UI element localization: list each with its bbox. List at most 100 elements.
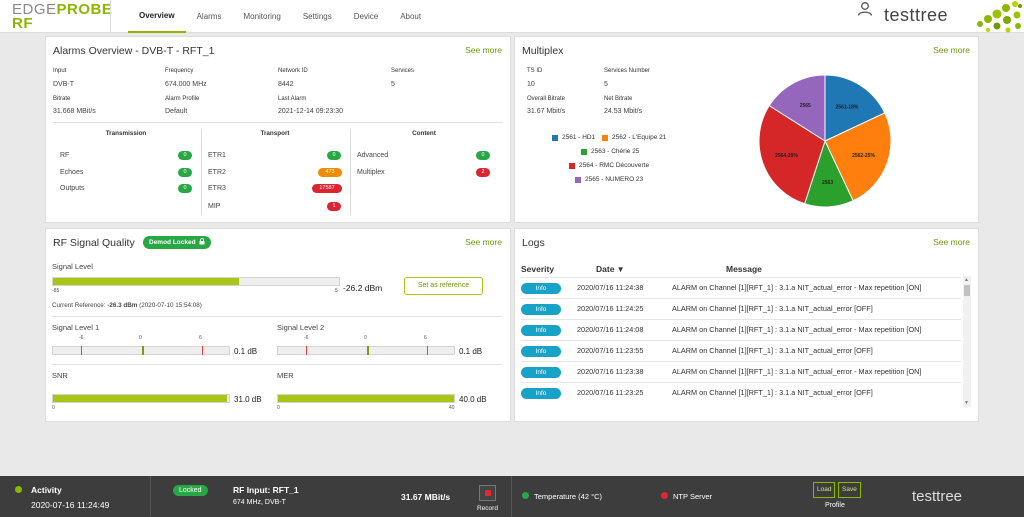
alarm-profile-label: Alarm Profile: [165, 96, 200, 102]
log-message: ALARM on Channel [1][RFT_1] : 3.1.a NIT_…: [672, 388, 873, 397]
severity-column-header[interactable]: Severity: [521, 264, 555, 274]
nav-alarms[interactable]: Alarms: [196, 12, 222, 21]
net-bitrate-label: Net Bitrate: [604, 96, 633, 102]
multiplex-alarm-label[interactable]: Multiplex: [357, 169, 385, 176]
log-row[interactable]: Info 2020/07/16 11:23:38 ALARM on Channel …: [521, 361, 961, 382]
log-row[interactable]: Info 2020/07/16 11:23:25 ALARM on Channel …: [521, 382, 961, 403]
outputs-alarm-label[interactable]: Outputs: [60, 185, 85, 192]
pie-slice-0[interactable]: [824, 74, 886, 142]
lock-icon: [199, 238, 205, 245]
etr3-alarm-label[interactable]: ETR3: [208, 185, 226, 192]
log-row[interactable]: Info 2020/07/16 11:23:55 ALARM on Channel …: [521, 340, 961, 361]
multiplex-see-more-link[interactable]: See more: [933, 45, 970, 55]
alarms-see-more-link[interactable]: See more: [465, 45, 502, 55]
message-column-header[interactable]: Message: [726, 264, 762, 274]
log-message: ALARM on Channel [1][RFT_1] : 3.1.a NIT_…: [672, 304, 873, 313]
services-number-value: 5: [604, 81, 608, 88]
nav-device[interactable]: Device: [353, 12, 379, 21]
frequency-label: Frequency: [165, 68, 194, 74]
bitrate-value: 31.668 MBit/s: [53, 108, 96, 115]
rf-signal-quality-title: RF Signal Quality: [53, 237, 135, 249]
etr3-alarm-count: 17587: [312, 184, 342, 193]
load-profile-button[interactable]: Load: [813, 482, 836, 498]
scrollbar-thumb[interactable]: [964, 285, 970, 296]
save-profile-button[interactable]: Save: [838, 482, 861, 498]
multiplex-title: Multiplex: [522, 45, 564, 57]
log-date: 2020/07/16 11:23:25: [577, 388, 644, 397]
profile-label: Profile: [825, 502, 845, 509]
edgeprobe-logo[interactable]: EDGEPROBE RF: [12, 1, 113, 32]
etr1-alarm-label[interactable]: ETR1: [208, 152, 226, 159]
pie-slice-1[interactable]: [824, 112, 892, 202]
content-header: Content: [412, 130, 436, 137]
ntp-status-dot: [661, 492, 668, 499]
legend-item-2561[interactable]: 2561 - HD1: [552, 134, 595, 141]
date-column-header[interactable]: Date ▼: [596, 264, 625, 274]
echoes-alarm-label[interactable]: Echoes: [60, 169, 84, 176]
legend-swatch: [569, 162, 575, 169]
rf-input-label: RF Input: RFT_1: [233, 485, 299, 495]
advanced-alarm-count: 0: [476, 151, 490, 160]
net-bitrate-value: 24.53 Mbit/s: [604, 108, 643, 115]
level1-tick-neg6: -6: [79, 335, 84, 341]
snr-value: 31.0 dB: [234, 395, 262, 404]
activity-label: Activity: [31, 485, 62, 495]
logs-see-more-link[interactable]: See more: [933, 237, 970, 247]
last-alarm-label: Last Alarm: [278, 96, 307, 102]
log-date: 2020/07/16 11:23:55: [577, 346, 644, 355]
log-row[interactable]: Info 2020/07/16 11:24:25 ALARM on Channel …: [521, 298, 961, 319]
log-date: 2020/07/16 11:23:38: [577, 367, 644, 376]
legend-item-2565[interactable]: 2565 - NUMERO 23: [575, 176, 643, 183]
rf-alarm-label[interactable]: RF: [60, 152, 70, 159]
severity-badge: Info: [521, 283, 561, 294]
log-message: ALARM on Channel [1][RFT_1] : 3.1.a NIT_…: [672, 346, 873, 355]
rf-divider-1: [52, 316, 502, 317]
group-divider-1: [201, 129, 202, 215]
status-footer: Activity 2020-07-16 11:24:49 Locked RF I…: [0, 476, 1024, 517]
mer-min: 0: [277, 405, 280, 411]
log-message: ALARM on Channel [1][RFT_1] : 3.1.a NIT_…: [672, 367, 922, 376]
record-label: Record: [477, 505, 498, 512]
signal-level-value: -26.2 dBm: [343, 283, 383, 293]
multiplex-pie-chart: 2561-18% 2562-25% 2563 2564-29% 2565: [758, 74, 892, 208]
log-row[interactable]: Info 2020/07/16 11:24:08 ALARM on Channel …: [521, 319, 961, 340]
legend-swatch: [581, 148, 587, 155]
main-nav: Overview Alarms Monitoring Settings Devi…: [128, 0, 432, 33]
level1-limit-high: [202, 346, 203, 355]
etr2-alarm-label[interactable]: ETR2: [208, 169, 226, 176]
snr-bar: [52, 394, 230, 403]
nav-settings[interactable]: Settings: [302, 12, 332, 21]
pie-slice-label-4: 2565: [800, 103, 811, 109]
temperature-status: Temperature (42 °C): [534, 492, 603, 501]
nav-overview[interactable]: Overview: [128, 0, 186, 33]
record-button[interactable]: [479, 485, 496, 501]
log-row[interactable]: Info 2020/07/16 11:24:38 ALARM on Channel …: [521, 277, 961, 298]
rf-see-more-link[interactable]: See more: [465, 237, 502, 247]
demod-locked-badge: Demod Locked: [143, 236, 212, 249]
pie-slice-3[interactable]: [758, 104, 826, 205]
group-divider-2: [350, 129, 351, 215]
locked-badge: Locked: [173, 485, 208, 496]
scroll-down-icon[interactable]: ▼: [964, 400, 969, 406]
frequency-value: 674.000 MHz: [165, 81, 207, 88]
level1-tick-0: 0: [139, 335, 142, 341]
severity-badge: Info: [521, 388, 561, 399]
footer-testtree-logo: testtree: [912, 488, 963, 505]
log-message: ALARM on Channel [1][RFT_1] : 3.1.a NIT_…: [672, 283, 922, 292]
pie-slice-4[interactable]: [768, 74, 826, 142]
scroll-up-icon[interactable]: ▲: [964, 277, 969, 283]
nav-about[interactable]: About: [400, 12, 422, 21]
legend-item-2562[interactable]: 2562 - L'Equipe 21: [602, 134, 666, 141]
user-icon[interactable]: [857, 2, 873, 16]
mip-alarm-label[interactable]: MIP: [208, 203, 221, 210]
legend-item-2564[interactable]: 2564 - RMC Découverte: [569, 162, 649, 169]
set-as-reference-button[interactable]: Set as reference: [404, 277, 483, 295]
testtree-dots-icon: [977, 1, 1022, 33]
legend-item-2563[interactable]: 2563 - Chérie 25: [581, 148, 639, 155]
logs-scrollbar[interactable]: ▲ ▼: [963, 276, 971, 407]
nav-monitoring[interactable]: Monitoring: [243, 12, 281, 21]
rf-divider-2: [52, 364, 502, 365]
advanced-alarm-label[interactable]: Advanced: [357, 152, 389, 159]
log-date: 2020/07/16 11:24:38: [577, 283, 644, 292]
signal-level-fill: [53, 278, 239, 285]
